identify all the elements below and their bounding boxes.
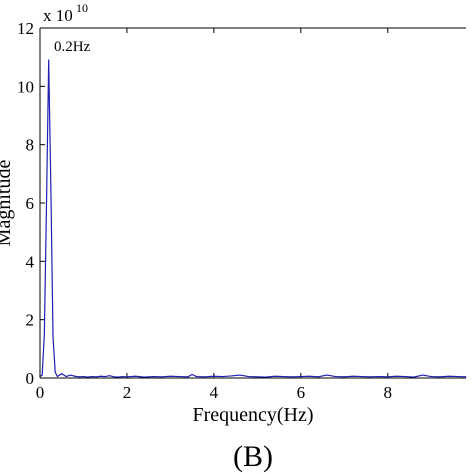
data-point [74, 375, 76, 377]
data-point [256, 376, 258, 378]
data-point [248, 376, 250, 378]
y-tick-label: 10 [17, 77, 34, 96]
data-point [48, 59, 50, 61]
data-point [326, 374, 328, 376]
data-point [46, 202, 48, 204]
data-point [335, 376, 337, 378]
data-point [369, 376, 371, 378]
data-point [135, 375, 137, 377]
data-point [91, 376, 93, 378]
data-point [104, 376, 106, 378]
y-tick-label: 2 [26, 311, 35, 330]
data-point [352, 375, 354, 377]
data-point [65, 376, 67, 378]
data-point [387, 376, 389, 378]
data-point [265, 376, 267, 378]
data-point [41, 374, 43, 376]
data-point [422, 374, 424, 376]
data-point [161, 376, 163, 378]
data-point [230, 375, 232, 377]
data-point [82, 376, 84, 378]
data-point [61, 373, 63, 375]
data-point [187, 376, 189, 378]
x-tick-label: 0 [36, 383, 45, 402]
data-point [378, 376, 380, 378]
data-point [191, 374, 193, 375]
data-point [213, 375, 215, 377]
data-point [69, 374, 71, 376]
data-point [465, 376, 467, 378]
data-point [456, 376, 458, 378]
data-point [143, 376, 145, 378]
data-point [195, 376, 197, 378]
y-tick-label: 12 [17, 19, 34, 38]
y-tick-label: 6 [26, 194, 35, 213]
y-tick-label: 4 [26, 252, 35, 271]
data-point [361, 376, 363, 378]
data-point [59, 374, 61, 376]
x-tick-label: 4 [210, 383, 219, 402]
data-point [448, 375, 450, 377]
y-tick-label: 8 [26, 136, 35, 155]
y-multiplier-base: x 10 [43, 6, 73, 25]
data-point [152, 376, 154, 378]
data-point [78, 376, 80, 378]
data-point [109, 375, 111, 377]
data-point [430, 376, 432, 378]
data-point [239, 374, 241, 376]
data-point [122, 376, 124, 378]
data-point [52, 336, 54, 338]
data-point [274, 375, 276, 377]
data-point [169, 375, 171, 377]
data-point [439, 376, 441, 378]
panel-label: (B) [233, 440, 273, 473]
y-tick-label: 0 [26, 369, 35, 388]
data-point [300, 376, 302, 378]
x-tick-label: 2 [123, 383, 132, 402]
data-point [43, 333, 45, 335]
x-axis-title: Frequency(Hz) [192, 404, 313, 426]
data-point [317, 376, 319, 378]
peak-annotation: 0.2Hz [54, 39, 91, 55]
data-point [309, 375, 311, 377]
y-axis-title: Magnitude [0, 160, 15, 247]
data-point [413, 376, 415, 378]
data-point [291, 376, 293, 378]
data-point [126, 376, 128, 378]
data-point [395, 375, 397, 377]
data-point [87, 376, 89, 378]
plot-area [40, 28, 466, 378]
data-point [96, 376, 98, 378]
data-point [343, 376, 345, 378]
x-tick-label: 6 [297, 383, 306, 402]
data-point [222, 376, 224, 378]
data-point [117, 376, 119, 378]
data-point [54, 371, 56, 373]
y-multiplier-exponent: 10 [76, 1, 88, 15]
data-point [100, 375, 102, 377]
data-point [404, 376, 406, 378]
data-point [178, 376, 180, 378]
series-line-0 [39, 59, 467, 378]
data-point [282, 376, 284, 378]
data-point [204, 376, 206, 378]
data-point [50, 187, 52, 189]
data-point [113, 376, 115, 378]
x-tick-label: 8 [384, 383, 393, 402]
data-point [56, 376, 58, 378]
series-layer [39, 59, 467, 378]
